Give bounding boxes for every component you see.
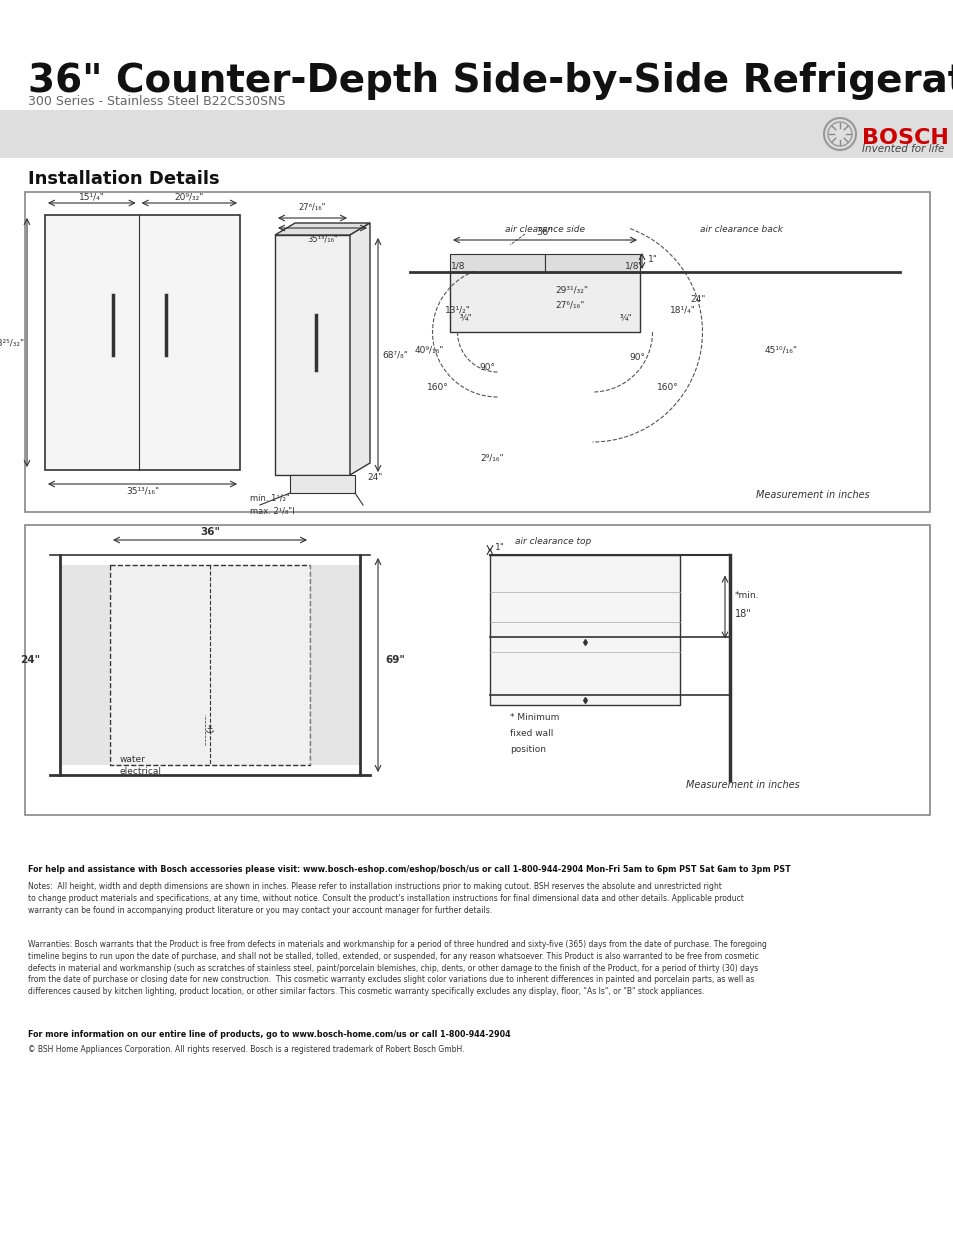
Bar <box>110 564 310 764</box>
Text: Measurement in inches: Measurement in inches <box>756 490 869 500</box>
Text: *min.: *min. <box>734 592 759 600</box>
Text: electrical: electrical <box>120 767 162 776</box>
Text: Warranties: Bosch warrants that the Product is free from defects in materials an: Warranties: Bosch warrants that the Prod… <box>28 940 766 997</box>
Text: 36" Counter-Depth Side-by-Side Refrigerator: 36" Counter-Depth Side-by-Side Refrigera… <box>28 62 953 100</box>
Polygon shape <box>350 224 370 475</box>
Text: * Minimum: * Minimum <box>510 713 558 722</box>
Text: air clearance top: air clearance top <box>515 537 591 547</box>
Text: For more information on our entire line of products, go to www.bosch-home.com/us: For more information on our entire line … <box>28 1030 510 1039</box>
Text: 300 Series - Stainless Steel B22CS30SNS: 300 Series - Stainless Steel B22CS30SNS <box>28 95 285 107</box>
Text: fixed wall: fixed wall <box>510 729 553 739</box>
Text: 18": 18" <box>734 609 751 619</box>
Text: 1/8: 1/8 <box>450 262 465 270</box>
Text: 36": 36" <box>200 527 220 537</box>
Text: 36": 36" <box>536 227 553 237</box>
Text: 69": 69" <box>385 655 404 664</box>
Text: 13¹/₂": 13¹/₂" <box>444 305 471 315</box>
Text: 1": 1" <box>647 256 658 264</box>
Bar <box>310 564 359 764</box>
Bar <box>45 215 240 471</box>
Text: air clearance side: air clearance side <box>504 226 584 235</box>
Text: 1/8: 1/8 <box>624 262 639 270</box>
Text: 68²⁵/₃₂": 68²⁵/₃₂" <box>0 338 25 347</box>
Polygon shape <box>274 224 370 235</box>
Text: 20⁹/₃₂": 20⁹/₃₂" <box>174 191 204 201</box>
Text: ⚓: ⚓ <box>205 725 214 735</box>
Text: 90°: 90° <box>479 363 495 372</box>
Bar <box>25 525 929 815</box>
Text: Notes:  All height, width and depth dimensions are shown in inches. Please refer: Notes: All height, width and depth dimen… <box>28 882 743 915</box>
Bar <box>544 254 639 272</box>
Text: max. 2¹/₈"I: max. 2¹/₈"I <box>250 506 294 515</box>
Text: ¾": ¾" <box>619 314 632 322</box>
Bar <box>0 0 953 156</box>
Text: 35¹³/₁₆": 35¹³/₁₆" <box>126 487 159 495</box>
Text: 90°: 90° <box>629 352 645 362</box>
Bar <box>60 564 110 764</box>
Text: For help and assistance with Bosch accessories please visit: www.bosch-eshop.com: For help and assistance with Bosch acces… <box>28 864 790 874</box>
Text: 27⁶/₁₆": 27⁶/₁₆" <box>298 203 326 212</box>
Text: 40⁹/₁₆": 40⁹/₁₆" <box>415 346 444 354</box>
Text: 160°: 160° <box>426 383 448 391</box>
Text: 24": 24" <box>367 473 382 483</box>
Text: 29³¹/₃₂": 29³¹/₃₂" <box>555 285 587 294</box>
Bar <box>490 555 679 704</box>
Text: 18¹/₄": 18¹/₄" <box>669 305 695 315</box>
Text: 2⁹/₁₆": 2⁹/₁₆" <box>480 453 504 462</box>
Text: 68⁷/₈": 68⁷/₈" <box>381 351 408 359</box>
Text: 35¹³/₁₆": 35¹³/₁₆" <box>307 233 337 243</box>
Text: 15¹/₄": 15¹/₄" <box>79 191 105 201</box>
Text: 1": 1" <box>495 543 504 552</box>
Text: BOSCH: BOSCH <box>862 128 948 148</box>
Text: Invented for life: Invented for life <box>862 144 943 154</box>
Text: © BSH Home Appliances Corporation. All rights reserved. Bosch is a registered tr: © BSH Home Appliances Corporation. All r… <box>28 1045 464 1053</box>
Text: Installation Details: Installation Details <box>28 170 219 188</box>
Text: 27⁶/₁₆": 27⁶/₁₆" <box>555 300 584 310</box>
Bar <box>25 191 929 513</box>
Text: air clearance back: air clearance back <box>700 226 782 235</box>
Text: water: water <box>120 756 146 764</box>
Bar <box>450 272 639 332</box>
Text: 45¹⁰/₁₆": 45¹⁰/₁₆" <box>764 346 797 354</box>
Bar <box>450 254 544 272</box>
Text: 24": 24" <box>20 655 40 664</box>
Text: position: position <box>510 745 545 755</box>
Text: ¾": ¾" <box>459 314 473 322</box>
Text: min. 1¹/₂": min. 1¹/₂" <box>250 494 290 503</box>
Text: 24": 24" <box>689 295 704 305</box>
Text: Measurement in inches: Measurement in inches <box>685 781 800 790</box>
Bar <box>290 475 355 493</box>
Bar <box>0 110 953 158</box>
Bar <box>274 235 350 475</box>
Text: 160°: 160° <box>656 383 678 391</box>
